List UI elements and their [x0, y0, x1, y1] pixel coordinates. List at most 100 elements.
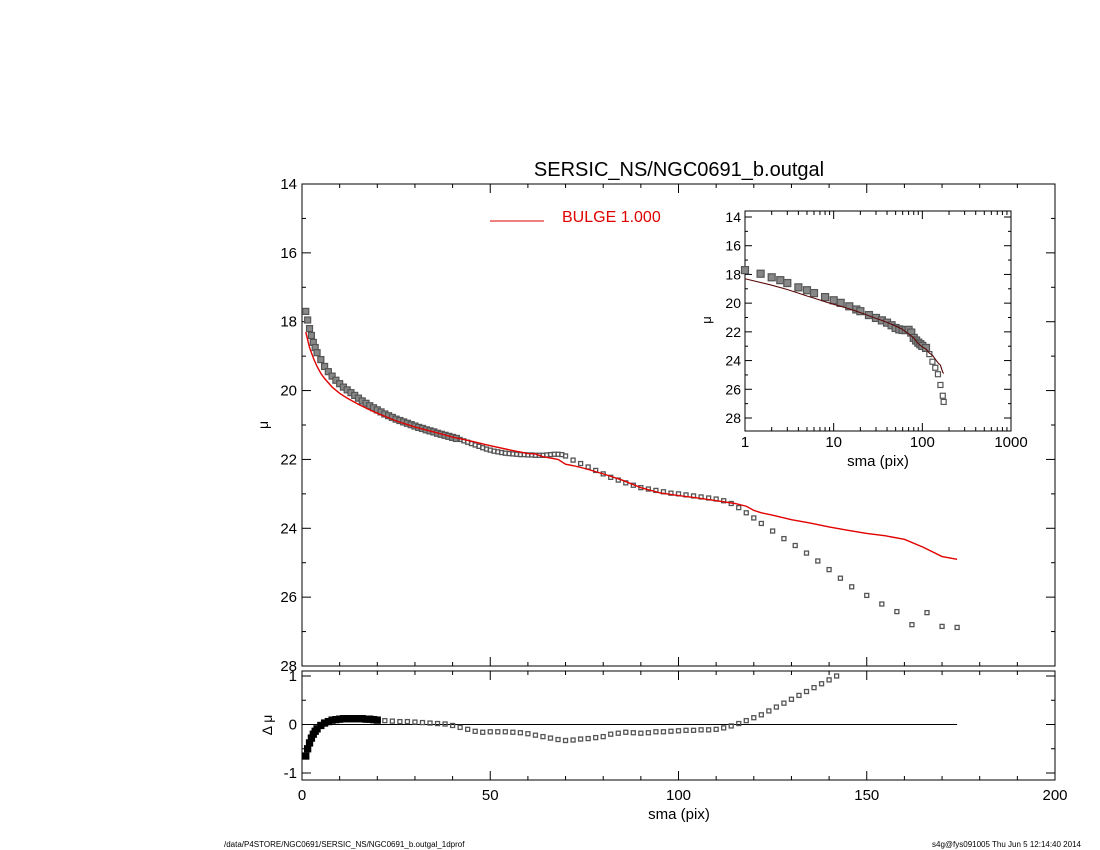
inset-data-point [921, 343, 931, 353]
inset-data-point [937, 381, 944, 389]
inset-xtick-label: 1000 [994, 434, 1027, 451]
residual-data-point [600, 733, 606, 740]
inset-data-point [802, 286, 812, 295]
main-ytick-label: 14 [280, 176, 297, 193]
inset-ytick-label: 26 [725, 381, 741, 397]
footer-timestamp: s4g@fys091005 Thu Jun 5 12:14:40 2014 [932, 840, 1081, 849]
inset-xtick-label: 1 [741, 434, 749, 451]
residual-data-point [442, 721, 448, 727]
residual-data-point [397, 718, 403, 725]
inset-data-point [939, 392, 946, 399]
inset-data-point [809, 288, 819, 298]
inset-model-line [744, 278, 945, 374]
residual-data-point [472, 728, 478, 734]
main-data-point [924, 609, 930, 616]
residual-xlabel: sma (pix) [648, 806, 710, 823]
inset-data-point [776, 276, 785, 285]
residual-data-point [818, 681, 825, 687]
residual-data-point [803, 688, 810, 695]
inset-data-point [740, 266, 750, 275]
chart-title: SERSIC_NS/NGC0691_b.outgal [534, 159, 824, 181]
residual-data-point [593, 734, 599, 741]
residual-data-point [449, 722, 456, 729]
residual-data-point [608, 731, 614, 737]
main-data-point [803, 550, 810, 556]
residual-xtick-label: 200 [1042, 787, 1067, 804]
residual-data-point [630, 730, 636, 736]
residual-data-point [736, 720, 742, 727]
residual-data-point [728, 723, 734, 729]
residual-ytick-label: 1 [289, 668, 297, 685]
residual-data-point [826, 677, 832, 683]
main-data-point [815, 558, 821, 564]
main-data-point [721, 498, 727, 504]
residual-data-point [811, 684, 817, 691]
residual-data-point [404, 718, 411, 725]
inset-xtick-label: 10 [825, 434, 842, 451]
residual-data-point [302, 752, 310, 760]
residual-data-point [698, 727, 704, 733]
residual-plot-frame [301, 670, 1056, 781]
residual-ytick-label: -1 [284, 765, 297, 782]
inset-plot-frame [744, 210, 1012, 432]
main-ytick-label: 20 [280, 383, 297, 400]
inset-data-point [783, 278, 792, 288]
residual-xtick-label: 50 [482, 787, 499, 804]
main-data-point [304, 316, 312, 324]
main-ytick-label: 26 [280, 589, 297, 606]
residual-data-point [532, 732, 539, 738]
main-data-point [792, 542, 798, 549]
residual-data-point [645, 730, 652, 736]
residual-data-point [427, 720, 433, 726]
inset-panel: 14 16 18 20 22 24 26 281 10 100 1000 μ sma (pix) [699, 209, 1028, 470]
main-data-point [909, 622, 915, 628]
main-ylabel: μ [255, 421, 271, 429]
residual-data-point [502, 729, 508, 735]
residual-data-point [585, 735, 591, 742]
main-data-point [758, 520, 764, 527]
inset-data-point [932, 364, 939, 371]
residual-data-point [653, 729, 659, 735]
main-data-point [826, 566, 832, 573]
main-data-point [328, 372, 336, 380]
residual-data-point [495, 729, 501, 735]
main-data-point [769, 528, 776, 534]
inset-ytick-label: 28 [725, 410, 741, 426]
main-data-point [879, 601, 885, 607]
residual-xtick-label: 0 [298, 787, 306, 804]
residual-ytick-label: 0 [289, 717, 297, 734]
residual-data-point [487, 729, 493, 735]
main-model-line [305, 331, 958, 560]
inset-ytick-label: 22 [725, 324, 741, 340]
main-data-point [736, 504, 742, 511]
main-panel: SERSIC_NS/NGC0691_b.outgal 14 16 18 20 22 24 2… [255, 159, 1056, 675]
inset-ytick-label: 14 [725, 209, 741, 225]
footer-path: /data/P4STORE/NGC0691/SERSIC_NS/NGC0691_… [224, 840, 465, 849]
residual-data-point [773, 704, 780, 710]
residual-data-point [525, 731, 531, 737]
inset-ylabel: μ [699, 316, 714, 324]
main-data-point [324, 368, 332, 376]
inset-data-point [934, 371, 942, 378]
inset-ytick-label: 24 [725, 353, 741, 369]
residual-data-point [690, 727, 697, 733]
residual-data-point [517, 730, 524, 736]
residual-data-point [419, 719, 426, 726]
main-data-point [307, 331, 316, 340]
residual-data-point [721, 725, 727, 731]
main-ytick-label: 22 [280, 451, 297, 468]
residual-ylabel: Δ μ [259, 715, 275, 736]
residual-data-point [465, 726, 471, 732]
inset-xlabel: sma (pix) [847, 453, 909, 470]
residual-data-point [705, 727, 712, 733]
residual-data-point [555, 736, 561, 743]
residual-data-point [743, 717, 749, 724]
residual-data-points [302, 673, 840, 760]
residual-data-point [570, 737, 576, 743]
residual-data-point [615, 730, 621, 736]
main-data-point [570, 457, 576, 463]
main-data-point [743, 510, 749, 516]
residual-data-point [781, 700, 787, 706]
residual-data-point [638, 730, 644, 736]
